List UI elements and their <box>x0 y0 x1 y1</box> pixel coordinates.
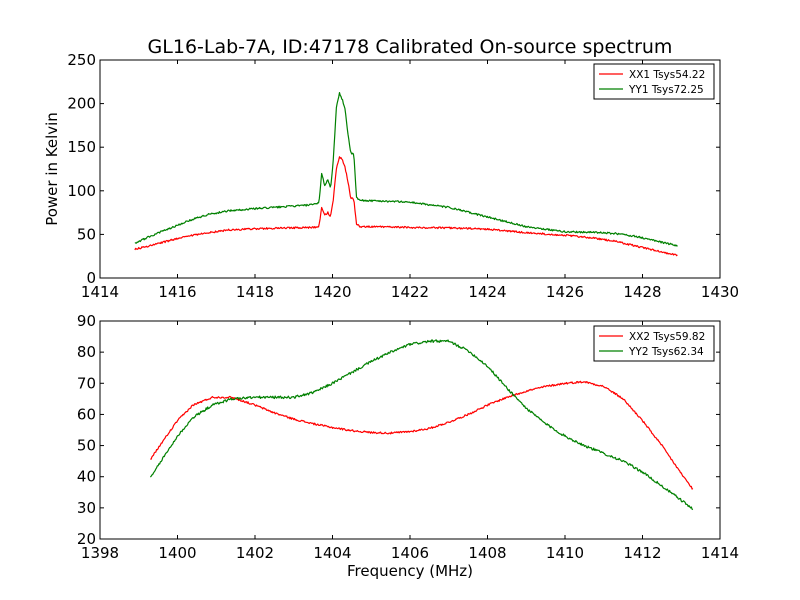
bottom-series-lines <box>149 339 694 511</box>
bottom-axis-ticks: 1398 1400 1402 1404 1406 1408 1410 1412 1414 20 30… <box>77 312 739 562</box>
top-legend-label-xx1: XX1 Tsys54.22 <box>629 69 705 81</box>
x-tick-label: 1414 <box>701 544 739 562</box>
x-tick-label: 1414 <box>81 283 119 301</box>
y-tick-label: 60 <box>77 405 96 423</box>
top-series-lines <box>134 91 678 257</box>
y-tick-label: 30 <box>77 499 96 517</box>
x-tick-label: 1404 <box>313 544 351 562</box>
chart-title: GL16-Lab-7A, ID:47178 Calibrated On-sour… <box>148 36 673 58</box>
top-y-axis-label: Power in Kelvin <box>43 112 61 226</box>
bottom-legend-label-xx2: XX2 Tsys59.82 <box>629 331 705 343</box>
series-line-yy2 <box>149 339 694 511</box>
top-axis-ticks: 1414 1416 1418 1420 1422 1424 1426 1428 1430 0 50 1… <box>67 51 739 301</box>
x-tick-label: 1420 <box>313 283 351 301</box>
series-line-yy1 <box>134 91 678 247</box>
bottom-panel: 1398 1400 1402 1404 1406 1408 1410 1412 1414 20 30… <box>77 312 739 580</box>
top-legend-box <box>593 63 715 100</box>
y-tick-label: 150 <box>67 138 96 156</box>
x-tick-label: 1416 <box>158 283 196 301</box>
y-tick-label: 200 <box>67 95 96 113</box>
y-tick-label: 250 <box>67 51 96 69</box>
top-legend: XX1 Tsys54.22 YY1 Tsys72.25 <box>593 63 715 100</box>
bottom-legend-box <box>593 325 715 362</box>
bottom-legend-label-yy2: YY2 Tsys62.34 <box>628 346 704 358</box>
y-tick-label: 0 <box>86 269 96 287</box>
top-panel: 1414 1416 1418 1420 1422 1424 1426 1428 1430 0 50 1… <box>43 51 739 301</box>
x-tick-label: 1398 <box>81 544 119 562</box>
y-tick-label: 90 <box>77 312 96 330</box>
bottom-x-axis-label: Frequency (MHz) <box>347 562 473 580</box>
y-tick-label: 80 <box>77 343 96 361</box>
top-legend-label-yy1: YY1 Tsys72.25 <box>628 84 704 96</box>
series-line-xx2 <box>150 380 694 490</box>
series-line-xx1 <box>134 156 678 257</box>
y-tick-label: 70 <box>77 374 96 392</box>
x-tick-label: 1402 <box>236 544 274 562</box>
x-tick-label: 1422 <box>391 283 429 301</box>
y-tick-label: 50 <box>77 437 96 455</box>
y-tick-label: 40 <box>77 468 96 486</box>
x-tick-label: 1400 <box>158 544 196 562</box>
x-tick-label: 1418 <box>236 283 274 301</box>
bottom-legend: XX2 Tsys59.82 YY2 Tsys62.34 <box>593 325 715 362</box>
x-tick-label: 1424 <box>468 283 506 301</box>
x-tick-label: 1408 <box>468 544 506 562</box>
x-tick-label: 1430 <box>701 283 739 301</box>
y-tick-label: 100 <box>67 182 96 200</box>
x-tick-label: 1410 <box>546 544 584 562</box>
y-tick-label: 20 <box>77 530 96 548</box>
y-tick-label: 50 <box>77 225 96 243</box>
x-tick-label: 1406 <box>391 544 429 562</box>
x-tick-label: 1426 <box>546 283 584 301</box>
x-tick-label: 1412 <box>623 544 661 562</box>
x-tick-label: 1428 <box>623 283 661 301</box>
